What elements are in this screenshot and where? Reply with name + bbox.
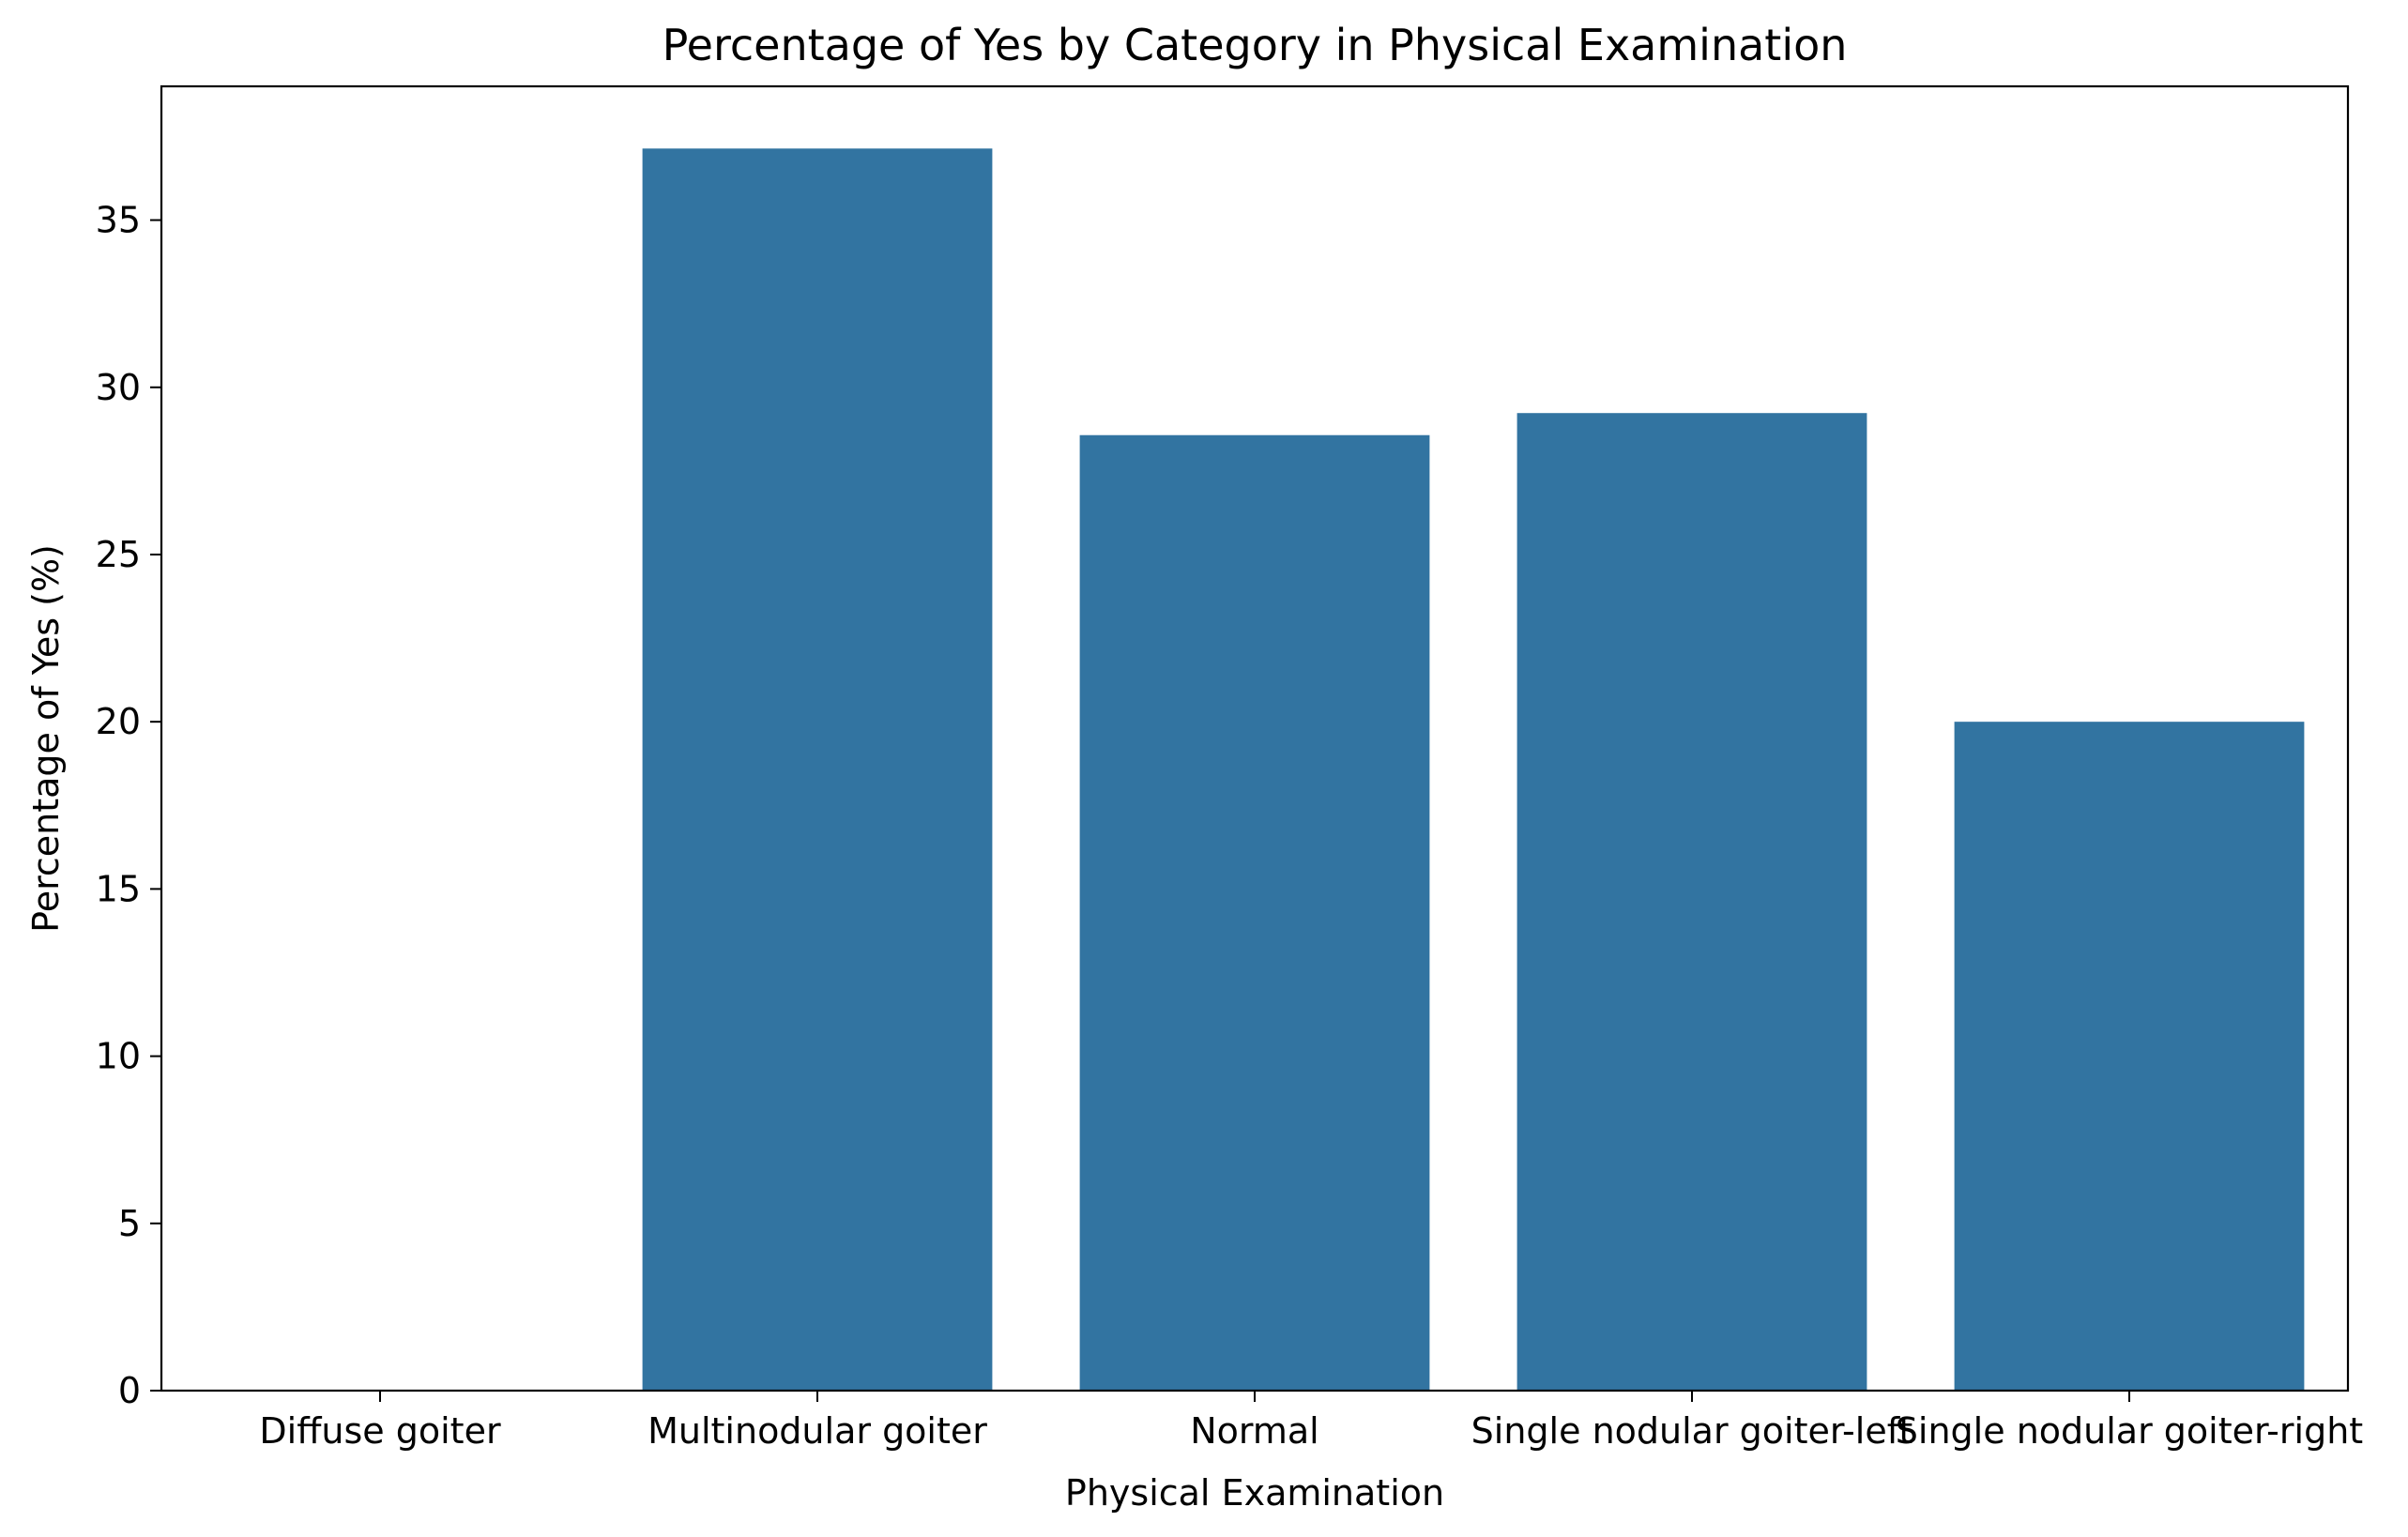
- x-tick-label-3: Single nodular goiter-left: [1471, 1410, 1913, 1452]
- x-axis-ticks: Diffuse goiter Multinodular goiter Normal S…: [259, 1391, 2363, 1452]
- bar-3: [1516, 413, 1867, 1391]
- y-tick-label-2: 10: [96, 1036, 141, 1077]
- bar-2: [1079, 434, 1430, 1391]
- x-tick-label-2: Normal: [1190, 1410, 1319, 1452]
- y-tick-label-6: 30: [96, 367, 141, 408]
- x-axis-label: Physical Examination: [1065, 1472, 1444, 1514]
- bar-1: [642, 148, 993, 1391]
- plot-frame: [160, 84, 2350, 1392]
- y-tick-label-7: 35: [96, 200, 141, 241]
- y-axis-ticks: 0 5 10 15 20 25 30 35: [96, 200, 161, 1411]
- x-tick-label-4: Single nodular goiter-right: [1896, 1410, 2363, 1452]
- y-tick-label-4: 20: [96, 701, 141, 742]
- x-tick-label-0: Diffuse goiter: [259, 1410, 501, 1452]
- x-tick-label-1: Multinodular goiter: [648, 1410, 987, 1452]
- y-axis-label: Percentage of Yes (%): [25, 544, 67, 933]
- y-tick-label-5: 25: [96, 534, 141, 575]
- y-tick-label-0: 0: [118, 1370, 141, 1411]
- bars: [642, 148, 2305, 1391]
- y-tick-label-1: 5: [118, 1203, 141, 1244]
- y-tick-label-3: 15: [96, 868, 141, 909]
- chart-title: Percentage of Yes by Category in Physica…: [663, 20, 1848, 70]
- bar-4: [1954, 722, 2305, 1391]
